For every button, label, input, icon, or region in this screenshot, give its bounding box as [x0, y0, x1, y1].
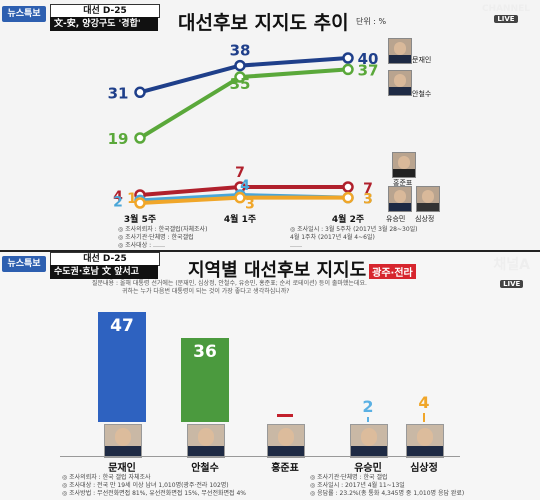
legend-yoo: 유승민: [386, 215, 406, 223]
x-tick-label: 3월 5주: [124, 213, 156, 225]
data-point: [342, 191, 354, 204]
channel-logo-text: CHANNEL: [481, 4, 530, 14]
data-label: 3: [363, 192, 373, 208]
bar-2: [277, 414, 293, 417]
candidate-name: 문재인: [108, 463, 136, 474]
note-line: ◎ 조사일시 : 2017년 4월 11~13일: [310, 482, 405, 489]
legend-sim: 심상정: [415, 215, 435, 223]
data-point: [234, 59, 246, 72]
note-line: ◎ 조사의뢰자 : 한국갤럽(자체조사): [118, 226, 208, 233]
data-label: 1: [127, 191, 137, 207]
ahn-cheol-soo-photo: [388, 70, 412, 96]
note-line: 4월 1주차 (2017년 4월 4~6일): [290, 234, 375, 241]
data-label: 38: [230, 42, 251, 60]
unit-label: 단위 : %: [356, 17, 387, 26]
data-label: 3: [245, 197, 255, 213]
news-special-badge: 뉴스특보: [2, 6, 46, 22]
live-badge: LIVE: [500, 280, 524, 288]
survey-question: 질문내용 : 올해 대통령 선거에는 (문재인, 심상정, 안철수, 유승민, …: [92, 280, 367, 296]
bar-value-label: 2: [362, 397, 374, 417]
note-line: ◎ 조사기관·단체명 : 한국 갤럽: [310, 474, 388, 481]
question-line: 귀하는 누가 다음번 대통령이 되는 것이 가장 좋다고 생각하십니까?: [122, 288, 290, 295]
data-label: 2: [113, 194, 123, 210]
data-point: [342, 63, 354, 76]
data-point: [234, 71, 246, 83]
survey-notes-right: ◎ 조사기관·단체명 : 한국 갤럽 ◎ 조사일시 : 2017년 4월 11~…: [310, 474, 464, 498]
data-label: 7: [363, 181, 373, 197]
candidate-name: 안철수: [191, 463, 219, 474]
headline-subtitle: 文-安, 양강구도 '경합': [50, 17, 158, 31]
data-label: 35: [230, 75, 251, 93]
survey-notes-left: ◎ 조사의뢰자 : 한국갤럽(자체조사) ◎ 조사기관·단체명 : 한국갤럽 ◎…: [118, 226, 207, 250]
region-badge: 광주·전라: [369, 263, 416, 279]
news-special-badge: 뉴스특보: [2, 256, 46, 272]
bar-3: [367, 417, 369, 422]
data-label: 37: [358, 61, 379, 79]
note-line: ◎ 조사일시 : 3월 5주차 (2017년 3월 28~30일): [290, 226, 418, 233]
bar-value-label: 4: [418, 392, 430, 412]
candidate-photo: [350, 424, 388, 458]
bar-1: [181, 337, 229, 422]
legend-hong: 홍준표: [393, 179, 413, 187]
legend-moon: 문재인: [412, 56, 432, 64]
note-line: ◎ 조사대상 : ……: [118, 242, 166, 249]
regional-bar-chart: 47 문재인 36 안철수 홍준표 2 유승민 4 심상정: [0, 252, 540, 500]
bar-value-label: 47: [110, 316, 134, 336]
note-line: ◎ 조사방법 : 무선전화면접 81%, 유선전화면접 15%, 무선전화면접 …: [62, 490, 246, 497]
data-label: 7: [235, 165, 245, 181]
channel-logo-text: 채널A: [493, 257, 530, 273]
candidate-name: 심상정: [410, 463, 438, 474]
regional-panel: 뉴스특보 대선 D-25 수도권·호남 文 앞서고 지역별 대선후보 지지도 광주…: [0, 252, 540, 500]
bar-value-label: 36: [193, 341, 217, 362]
data-label: 4: [113, 189, 123, 205]
survey-notes-right: ◎ 조사일시 : 3월 5주차 (2017년 3월 28~30일) 4월 1주차…: [290, 226, 418, 250]
hong-jun-pyo-photo: [392, 152, 416, 178]
candidate-name: 홍준표: [271, 463, 299, 474]
yoo-seung-min-photo: [388, 186, 412, 212]
candidate-photo: [406, 424, 444, 458]
legend-ahn: 안철수: [412, 90, 432, 98]
data-point: [134, 132, 146, 144]
data-point: [134, 86, 146, 99]
x-tick-label: 4월 2주: [332, 213, 364, 225]
candidate-photo: [187, 424, 225, 458]
chart-title: 지역별 대선후보 지지도 광주·전라: [188, 256, 416, 282]
chart-title: 대선후보 지지도 추이: [178, 12, 349, 34]
data-label: 19: [108, 130, 129, 148]
data-label: 31: [108, 84, 129, 102]
panel-divider: [0, 250, 540, 252]
candidate-name: 유승민: [354, 463, 382, 474]
survey-notes-left: ◎ 조사의뢰자 : 한국 갤럽 자체조사 ◎ 조사대상 : 전국 만 19세 이…: [62, 474, 246, 498]
note-line: ◎ 조사기관·단체명 : 한국갤럽: [118, 234, 194, 241]
data-label: 4: [240, 178, 250, 194]
data-point: [342, 52, 354, 64]
data-label: 40: [358, 50, 379, 68]
note-line: ◎ 조사대상 : 전국 만 19세 이상 남녀 1,010명(광주·전라 102…: [62, 482, 229, 489]
note-line: ◎ 조사의뢰자 : 한국 갤럽 자체조사: [62, 474, 151, 481]
candidate-photo: [104, 424, 142, 458]
bar-4: [423, 412, 425, 422]
channel-logo: CHANNEL LIVE: [482, 4, 530, 24]
candidate-photo: [267, 424, 305, 458]
note-line: ◎ 응답률 : 23.2%(총 통화 4,345명 중 1,010명 응답 완료…: [310, 490, 465, 497]
data-point: [234, 191, 246, 204]
data-label: 3: [363, 192, 373, 208]
bar-baseline: [60, 456, 460, 457]
note-line: ……: [290, 242, 302, 249]
trend-panel: 뉴스특보 대선 D-25 文-安, 양강구도 '경합' 대선후보 지지도 추이 …: [0, 0, 540, 250]
live-badge: LIVE: [494, 15, 518, 23]
x-tick-label: 4월 1주: [224, 213, 256, 225]
channel-a-logo: 채널A LIVE: [493, 254, 530, 290]
data-point: [342, 181, 354, 193]
bar-0: [98, 312, 146, 422]
data-point: [134, 197, 146, 209]
sim-sang-jeong-photo: [416, 186, 440, 212]
headline-subtitle: 수도권·호남 文 앞서고: [50, 265, 158, 279]
moon-jae-in-photo: [388, 38, 412, 64]
question-line: 질문내용 : 올해 대통령 선거에는 (문재인, 심상정, 안철수, 유승민, …: [92, 280, 367, 287]
chart-title-text: 지역별 대선후보 지지도: [188, 260, 367, 281]
